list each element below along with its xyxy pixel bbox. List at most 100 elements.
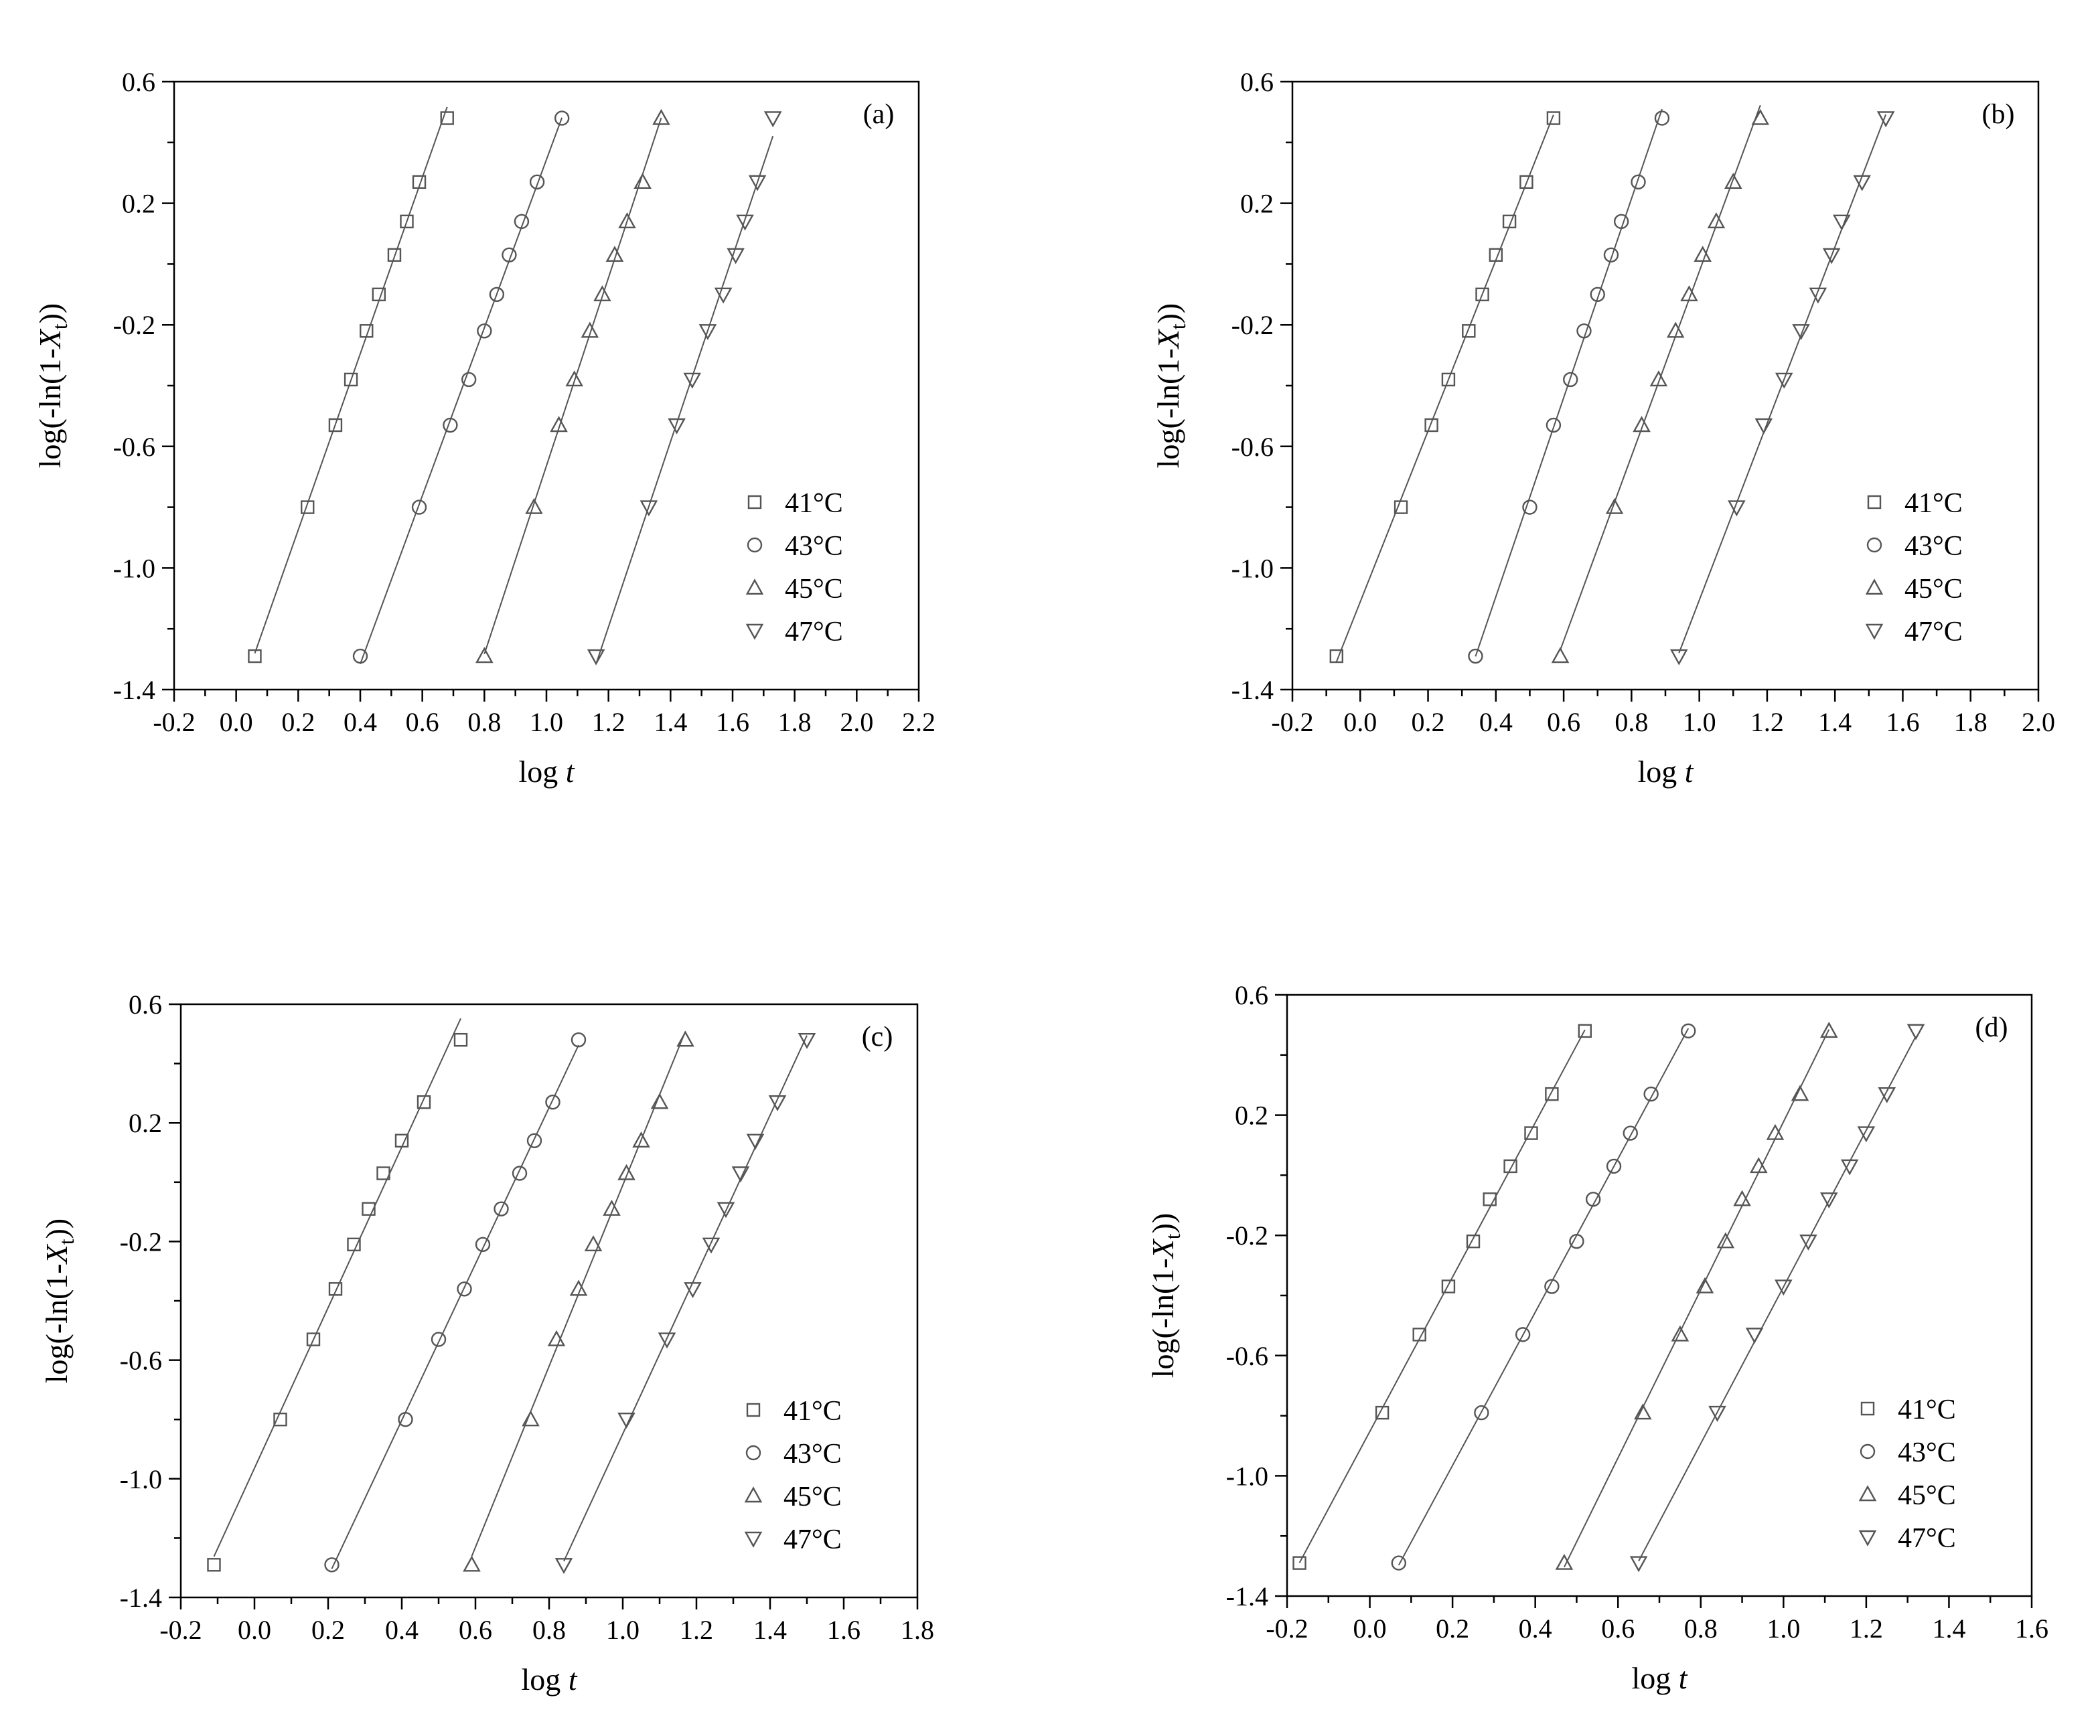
legend-label: 41°C bbox=[783, 1396, 842, 1427]
data-point bbox=[1585, 1192, 1601, 1207]
data-point bbox=[1605, 497, 1624, 514]
data-point bbox=[1629, 1556, 1648, 1573]
legend-marker bbox=[744, 1486, 763, 1503]
y-tick-label: -1.4 bbox=[120, 1583, 162, 1613]
legend-label: 47°C bbox=[783, 1524, 842, 1555]
panel-label: (d) bbox=[1975, 1012, 2008, 1043]
x-tick-label: -0.2 bbox=[153, 707, 195, 737]
data-point bbox=[328, 418, 343, 432]
series-45°C bbox=[463, 1030, 694, 1572]
series-45°C bbox=[475, 108, 670, 663]
data-point bbox=[1424, 418, 1438, 432]
y-axis-label-sub: t bbox=[1166, 323, 1190, 329]
data-point bbox=[1569, 1233, 1584, 1249]
data-point bbox=[1669, 649, 1688, 665]
data-point bbox=[1546, 111, 1561, 125]
data-point bbox=[502, 247, 517, 262]
x-tick-label: 0.0 bbox=[1353, 1613, 1387, 1644]
x-tick-label: 0.4 bbox=[344, 707, 377, 737]
chart-panel-a: -0.2 0.0 0.2 0.4 0.6 0.8 1.0 1.2 1.4 1.6 1.8 2.0 2.2… bbox=[33, 67, 935, 789]
data-point bbox=[431, 1332, 447, 1347]
data-point bbox=[1694, 246, 1712, 262]
data-point bbox=[581, 321, 599, 338]
data-point bbox=[1696, 1277, 1714, 1293]
data-point bbox=[1563, 372, 1578, 388]
data-point bbox=[324, 1557, 340, 1573]
data-point bbox=[387, 248, 402, 262]
legend-label: 41°C bbox=[1898, 1395, 1956, 1425]
x-tick-label: 1.6 bbox=[2015, 1613, 2048, 1644]
y-axis-label-sub: t bbox=[48, 323, 72, 329]
data-point bbox=[1441, 1279, 1456, 1293]
data-point bbox=[1857, 1126, 1876, 1143]
y-tick-label: 0.6 bbox=[122, 67, 155, 97]
data-point bbox=[400, 214, 414, 229]
y-tick-label: -0.6 bbox=[1226, 1341, 1268, 1371]
y-axis-label-end: )) bbox=[33, 303, 67, 324]
data-point bbox=[1649, 370, 1668, 387]
x-tick-label: 1.0 bbox=[606, 1615, 640, 1645]
fit-line bbox=[1475, 108, 1663, 657]
data-point bbox=[1733, 1190, 1751, 1206]
data-point bbox=[1707, 212, 1726, 229]
data-point bbox=[1394, 500, 1408, 514]
chart-panel-c: -0.2 0.0 0.2 0.4 0.6 0.8 1.0 1.2 1.4 1.6 1.8 -1.4 -1… bbox=[40, 990, 934, 1696]
legend: 41°C 43°C 45°C 47°C bbox=[1865, 488, 1963, 647]
legend-label: 43°C bbox=[1904, 531, 1963, 562]
x-axis-label: log t bbox=[1631, 1661, 1687, 1695]
y-tick-label: -1.0 bbox=[1226, 1461, 1268, 1491]
data-point bbox=[1906, 1024, 1925, 1040]
legend-label: 45°C bbox=[783, 1482, 842, 1512]
legend-label: 45°C bbox=[1904, 574, 1963, 605]
series-45°C bbox=[1551, 104, 1770, 663]
data-point bbox=[457, 1281, 472, 1297]
series-41°C bbox=[248, 106, 454, 663]
data-point bbox=[658, 1332, 676, 1349]
data-point bbox=[1466, 1234, 1481, 1249]
y-tick-label: -0.6 bbox=[120, 1346, 162, 1376]
data-point bbox=[372, 287, 386, 301]
data-point bbox=[1515, 1327, 1531, 1342]
x-tick-label: 2.2 bbox=[902, 707, 935, 737]
legend: 41°C 43°C 45°C 47°C bbox=[1858, 1395, 1956, 1554]
data-point bbox=[1681, 1023, 1696, 1039]
data-point bbox=[1792, 324, 1810, 341]
x-tick-label: 0.0 bbox=[238, 1615, 271, 1645]
data-point bbox=[1519, 175, 1533, 189]
legend-label: 41°C bbox=[785, 488, 843, 519]
legend-marker bbox=[1866, 537, 1882, 553]
data-point bbox=[398, 1411, 413, 1427]
y-tick-label: -1.0 bbox=[1231, 553, 1274, 583]
data-point bbox=[584, 1235, 603, 1252]
data-point bbox=[1791, 1085, 1809, 1101]
data-point bbox=[1613, 214, 1629, 230]
data-point bbox=[1524, 1126, 1538, 1140]
y-axis-label: log(-ln(1-Xt)) bbox=[1146, 1213, 1185, 1378]
legend-marker bbox=[744, 1531, 763, 1548]
y-tick-label: 0.6 bbox=[129, 990, 162, 1020]
x-tick-label: 1.0 bbox=[1683, 707, 1716, 737]
data-point bbox=[1623, 1125, 1638, 1141]
data-point bbox=[1474, 1405, 1489, 1421]
x-tick-label: 1.4 bbox=[1818, 707, 1852, 737]
legend-marker bbox=[745, 1445, 761, 1461]
legend-label: 41°C bbox=[1904, 488, 1963, 519]
data-point bbox=[554, 1558, 573, 1574]
fit-line bbox=[595, 135, 774, 665]
series-45°C bbox=[1555, 1022, 1838, 1570]
legend-marker bbox=[1865, 623, 1884, 640]
legend: 41°C 43°C 45°C 47°C bbox=[745, 488, 843, 647]
y-axis-label-end: )) bbox=[1151, 303, 1185, 324]
data-point bbox=[1606, 1158, 1622, 1174]
data-point bbox=[717, 1202, 735, 1218]
y-tick-label: -0.6 bbox=[113, 432, 155, 462]
x-tick-label: 0.2 bbox=[1436, 1613, 1469, 1644]
legend-marker bbox=[747, 537, 763, 553]
data-point bbox=[1551, 647, 1570, 663]
legend-marker bbox=[1867, 495, 1882, 509]
series-47°C bbox=[1669, 111, 1895, 665]
data-point bbox=[440, 111, 454, 125]
data-point bbox=[1749, 1157, 1768, 1174]
x-tick-label: 1.6 bbox=[1886, 707, 1919, 737]
x-tick-label: 0.8 bbox=[532, 1615, 566, 1645]
